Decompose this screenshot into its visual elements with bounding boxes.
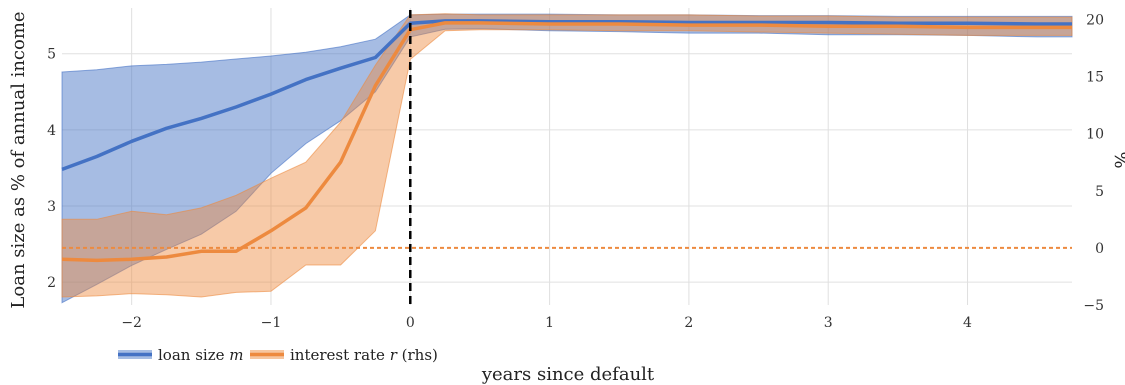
y-right-tick-label: 0 xyxy=(1095,241,1104,257)
y-right-tick-label: 15 xyxy=(1086,70,1104,86)
series-lines xyxy=(61,10,1072,305)
tick-labels: −2 −1 0 1 2 3 4 2 3 4 5 −5 0 5 10 15 20 xyxy=(47,12,1104,331)
line-loan xyxy=(61,19,1072,172)
x-tick-label: 3 xyxy=(824,315,833,331)
band-rate xyxy=(61,13,1073,298)
legend-label-rate: interest rate r (rhs) xyxy=(290,346,438,364)
y-right-tick-label: 5 xyxy=(1095,184,1104,200)
x-tick-label: 4 xyxy=(963,315,972,331)
legend: loan size m interest rate r (rhs) xyxy=(118,346,438,364)
grid xyxy=(62,8,1072,305)
legend-label-loan: loan size m xyxy=(158,346,244,364)
x-tick-label: −2 xyxy=(121,315,142,331)
legend-item-rate: interest rate r (rhs) xyxy=(250,346,438,364)
x-axis-label: years since default xyxy=(481,364,655,385)
confidence-bands xyxy=(61,13,1073,304)
line-rate xyxy=(61,21,1072,263)
y-axis-left-label: Loan size as % of annual income xyxy=(8,11,29,308)
y-left-tick-label: 4 xyxy=(47,123,56,139)
x-tick-label: −1 xyxy=(261,315,282,331)
y-left-tick-label: 2 xyxy=(47,275,56,291)
y-right-tick-label: 20 xyxy=(1086,12,1104,28)
y-axis-right-label: % xyxy=(1110,151,1125,168)
y-right-tick-label: −5 xyxy=(1083,298,1104,314)
y-left-tick-label: 5 xyxy=(47,47,56,63)
x-tick-label: 2 xyxy=(684,315,693,331)
y-right-tick-label: 10 xyxy=(1086,127,1104,143)
legend-item-loan: loan size m xyxy=(118,346,244,364)
x-tick-label: 0 xyxy=(406,315,415,331)
y-left-tick-label: 3 xyxy=(47,199,56,215)
x-tick-label: 1 xyxy=(545,315,554,331)
band-loan xyxy=(61,13,1073,304)
